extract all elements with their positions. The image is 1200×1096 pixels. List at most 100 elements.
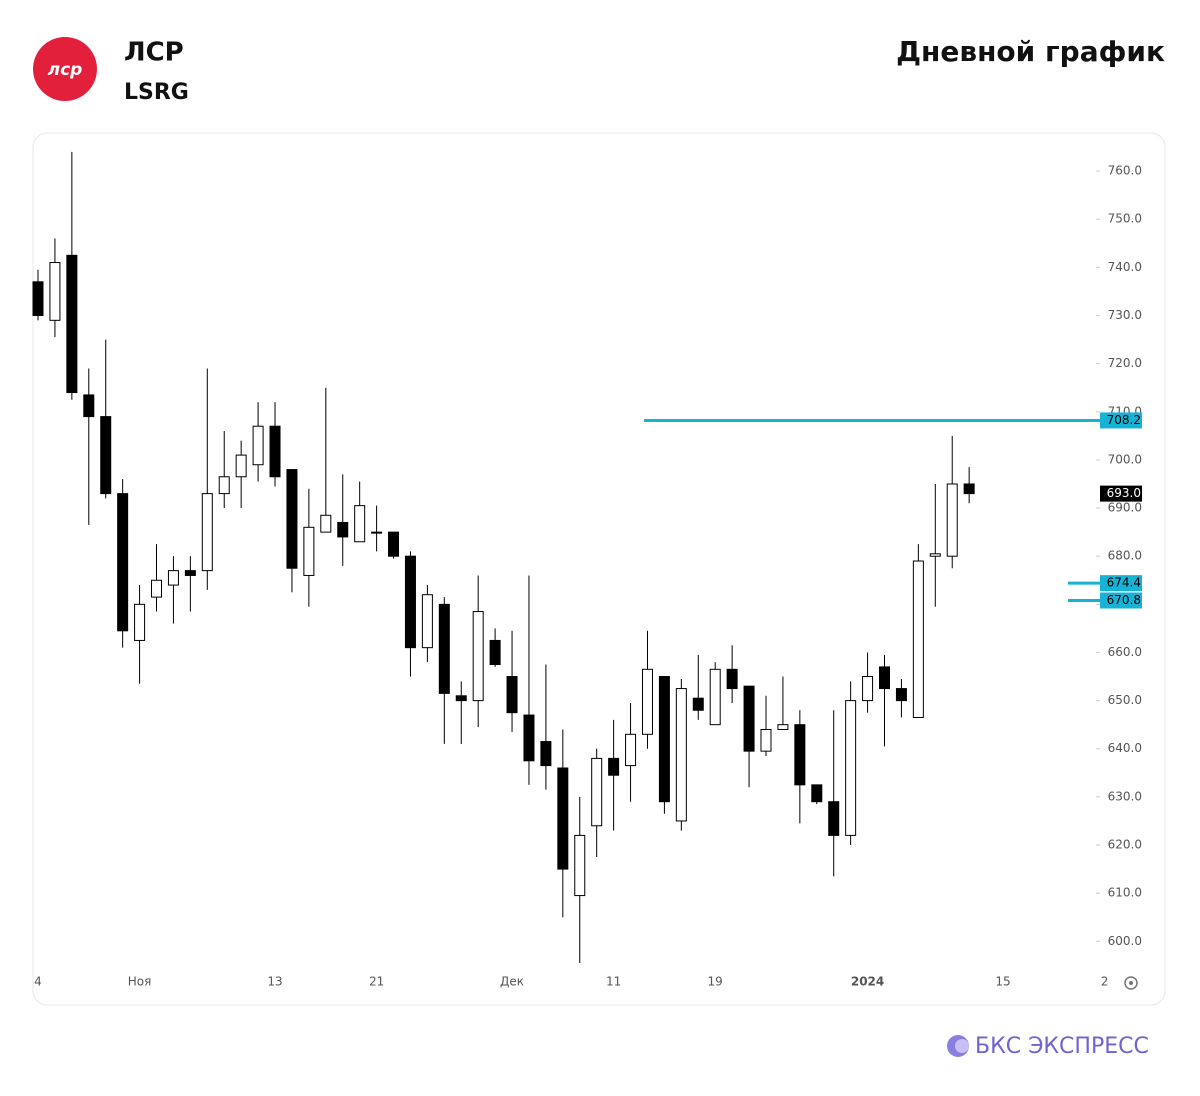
candle-body <box>167 570 179 586</box>
candle-body <box>117 493 129 632</box>
candle-body <box>591 757 603 827</box>
candle-body <box>455 695 467 702</box>
brand-logo-inner <box>955 1039 969 1053</box>
logo-text: лср <box>48 60 83 80</box>
y-tick-label: 620.0 <box>1108 838 1142 852</box>
x-tick-label: 15 <box>995 975 1010 989</box>
last-price-bg <box>1100 485 1142 502</box>
y-tick-label: 720.0 <box>1108 356 1142 370</box>
x-tick-label: 13 <box>267 975 282 989</box>
candle-body <box>658 676 670 803</box>
chart-label: Дневной график <box>896 35 1165 68</box>
level-label: 670.8 <box>1107 593 1141 607</box>
candle-body <box>218 476 230 495</box>
candle-body <box>371 531 383 534</box>
level-label-bg <box>1100 575 1142 592</box>
candle-body <box>709 668 721 726</box>
level-label-bg <box>1100 412 1142 429</box>
candle-body <box>303 526 315 576</box>
candle-body <box>252 425 264 466</box>
candle-body <box>862 676 874 702</box>
y-tick-label: 660.0 <box>1108 645 1142 659</box>
chart-panel <box>32 132 1166 1006</box>
candle-body <box>777 724 789 730</box>
y-tick-label: 760.0 <box>1108 164 1142 178</box>
candle-body <box>574 834 586 897</box>
candle-body <box>540 741 552 767</box>
candle-body <box>49 262 61 321</box>
candle-body <box>354 505 366 543</box>
y-tick-label: 680.0 <box>1108 549 1142 563</box>
candle-body <box>641 668 653 735</box>
y-tick-label: 750.0 <box>1108 212 1142 226</box>
candle-body <box>489 639 501 666</box>
x-tick-label: 2 <box>1101 975 1109 989</box>
candle-body <box>388 531 400 557</box>
y-tick-label: 690.0 <box>1108 501 1142 515</box>
candle-body <box>845 700 857 836</box>
brand-name: БКС ЭКСПРЕСС <box>975 1034 1149 1059</box>
candle-body <box>794 724 806 786</box>
candle-body <box>421 594 433 649</box>
y-tick-label: 610.0 <box>1108 886 1142 900</box>
company-logo <box>33 37 97 101</box>
settings-icon[interactable] <box>1124 976 1138 990</box>
candle-body <box>946 483 958 557</box>
candle-body <box>320 514 332 533</box>
candle-body <box>235 454 247 478</box>
x-tick-label: 19 <box>708 975 723 989</box>
y-tick-label: 650.0 <box>1108 693 1142 707</box>
candle-body <box>879 666 890 690</box>
candle-body <box>201 493 213 572</box>
ticker: LSRG <box>124 80 189 105</box>
x-tick-label: 11 <box>606 975 621 989</box>
x-tick-label: 4 <box>34 975 42 989</box>
candle-body <box>760 728 772 752</box>
candle-body <box>608 757 620 776</box>
candle-body <box>506 676 518 714</box>
settings-icon-center <box>1129 981 1133 985</box>
y-tick-label: 730.0 <box>1108 308 1142 322</box>
candle-body <box>929 553 941 557</box>
y-tick-label: 630.0 <box>1108 789 1142 803</box>
candle-body <box>726 668 738 690</box>
y-tick-label: 600.0 <box>1108 934 1142 948</box>
level-label: 674.4 <box>1107 576 1141 590</box>
candle-body <box>337 521 349 538</box>
level-label-bg <box>1100 592 1142 609</box>
candle-body <box>692 697 704 711</box>
candle-body <box>743 685 755 752</box>
candle-body <box>100 416 112 495</box>
candle-body <box>151 579 163 598</box>
candle-body <box>32 281 44 317</box>
plot: 600.0610.0620.0630.0640.0650.0660.0670.0… <box>32 151 1142 989</box>
x-tick-label: Дек <box>500 975 524 989</box>
candle-body <box>557 767 569 870</box>
candle-body <box>286 469 298 569</box>
last-price-label: 693.0 <box>1107 486 1141 500</box>
x-tick-label: Ноя <box>128 975 152 989</box>
candle-body <box>895 688 907 702</box>
candle-body <box>675 688 687 822</box>
candle-body <box>811 784 823 803</box>
candle-body <box>438 603 450 694</box>
candle-body <box>625 733 637 767</box>
x-tick-label: 21 <box>369 975 384 989</box>
y-tick-label: 740.0 <box>1108 260 1142 274</box>
candle-body <box>269 425 281 478</box>
candle-body <box>963 483 975 495</box>
candle-body <box>912 560 924 718</box>
y-tick-label: 700.0 <box>1108 452 1142 466</box>
company-name: ЛСР <box>124 38 184 68</box>
y-tick-label: 640.0 <box>1108 741 1142 755</box>
x-tick-label: 2024 <box>851 975 884 989</box>
candle-body <box>404 555 416 649</box>
candle-body <box>134 603 146 641</box>
candle-body <box>184 570 196 576</box>
candle-body <box>472 611 484 702</box>
candle-body <box>66 254 78 394</box>
candle-body <box>83 394 95 418</box>
level-label: 708.2 <box>1107 413 1141 427</box>
